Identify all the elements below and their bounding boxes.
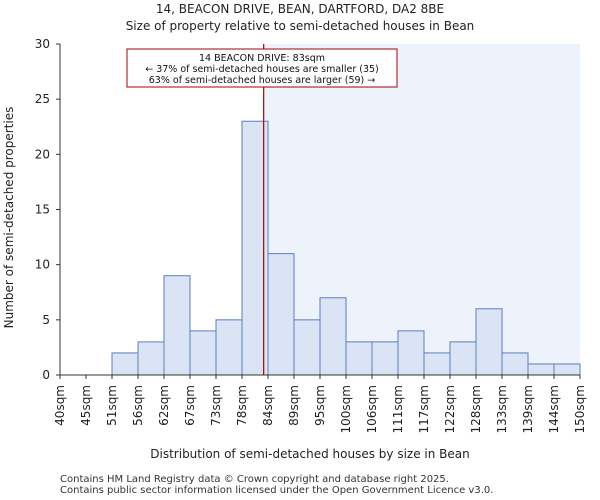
x-tick-label-128sqm: 128sqm xyxy=(469,385,483,433)
bar-56sqm xyxy=(137,341,165,376)
x-tick-label-117sqm: 117sqm xyxy=(417,385,431,433)
bar-84sqm xyxy=(267,253,295,376)
x-tick-label-139sqm: 139sqm xyxy=(521,385,535,433)
y-tick-label-20: 20 xyxy=(35,147,50,161)
x-tick-label-106sqm: 106sqm xyxy=(365,385,379,433)
bar-73sqm xyxy=(215,319,243,376)
bar-106sqm xyxy=(371,341,399,376)
bar-89sqm xyxy=(293,319,321,376)
bar-133sqm xyxy=(501,352,529,376)
annotation-line-3: 63% of semi-detached houses are larger (… xyxy=(149,75,376,86)
bar-117sqm xyxy=(423,352,451,376)
chart-subtitle: Size of property relative to semi-detach… xyxy=(125,19,475,33)
x-tick-label-89sqm: 89sqm xyxy=(287,385,301,426)
x-tick-label-150sqm: 150sqm xyxy=(573,385,587,433)
y-tick-label-25: 25 xyxy=(35,92,50,106)
x-tick-label-56sqm: 56sqm xyxy=(131,385,145,426)
annotation-line-2: ← 37% of semi-detached houses are smalle… xyxy=(145,64,379,75)
x-tick-label-111sqm: 111sqm xyxy=(391,385,405,433)
y-tick-label-30: 30 xyxy=(35,37,50,51)
y-tick-label-5: 5 xyxy=(42,313,50,327)
x-tick-label-100sqm: 100sqm xyxy=(339,385,353,433)
x-tick-label-122sqm: 122sqm xyxy=(443,385,457,433)
y-tick-label-0: 0 xyxy=(42,368,50,382)
y-tick-label-15: 15 xyxy=(35,203,50,217)
x-tick-label-73sqm: 73sqm xyxy=(209,385,223,426)
x-tick-label-84sqm: 84sqm xyxy=(261,385,275,426)
x-tick-label-40sqm: 40sqm xyxy=(53,385,67,426)
x-tick-label-45sqm: 45sqm xyxy=(79,385,93,426)
bar-51sqm xyxy=(111,352,139,376)
footer-line-1: Contains HM Land Registry data © Crown c… xyxy=(60,474,449,485)
bar-144sqm xyxy=(553,363,581,376)
histogram-chart: 0 5 10 15 20 25 30 40sqm 45sqm 51sqm 56sqm 62sqm 67… xyxy=(2,37,587,461)
annotation-box xyxy=(126,48,398,88)
bar-100sqm xyxy=(345,341,373,376)
chart-title: 14, BEACON DRIVE, BEAN, DARTFORD, DA2 8B… xyxy=(155,2,445,16)
y-axis-label: Number of semi-detached properties xyxy=(2,107,16,329)
bar-62sqm xyxy=(163,275,191,376)
x-tick-label-144sqm: 144sqm xyxy=(547,385,561,433)
x-tick-label-95sqm: 95sqm xyxy=(313,385,327,426)
bar-111sqm xyxy=(397,330,425,376)
x-tick-label-67sqm: 67sqm xyxy=(183,385,197,426)
bar-67sqm xyxy=(189,330,217,376)
x-tick-label-62sqm: 62sqm xyxy=(157,385,171,426)
y-tick-label-10: 10 xyxy=(35,258,50,272)
bar-128sqm xyxy=(475,308,503,376)
annotation-line-1: 14 BEACON DRIVE: 83sqm xyxy=(199,53,325,64)
bar-95sqm xyxy=(319,297,347,376)
bar-122sqm xyxy=(449,341,477,376)
x-axis-label: Distribution of semi-detached houses by … xyxy=(150,447,469,461)
footer-line-2: Contains public sector information licen… xyxy=(60,485,494,496)
x-tick-label-51sqm: 51sqm xyxy=(105,385,119,426)
x-tick-label-78sqm: 78sqm xyxy=(235,385,249,426)
x-tick-label-133sqm: 133sqm xyxy=(495,385,509,433)
bar-139sqm xyxy=(527,363,555,376)
